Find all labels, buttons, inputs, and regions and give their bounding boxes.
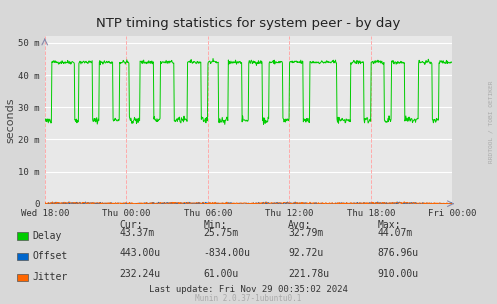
Text: Offset: Offset bbox=[32, 251, 68, 261]
Text: Jitter: Jitter bbox=[32, 272, 68, 282]
Text: Avg:: Avg: bbox=[288, 220, 312, 230]
Text: 25.75m: 25.75m bbox=[204, 228, 239, 238]
Bar bbox=[17, 274, 28, 281]
Text: Max:: Max: bbox=[378, 220, 401, 230]
Text: 232.24u: 232.24u bbox=[119, 269, 161, 279]
Text: 221.78u: 221.78u bbox=[288, 269, 330, 279]
Bar bbox=[17, 232, 28, 240]
Bar bbox=[17, 253, 28, 260]
Text: NTP timing statistics for system peer - by day: NTP timing statistics for system peer - … bbox=[96, 17, 401, 30]
Text: Last update: Fri Nov 29 00:35:02 2024: Last update: Fri Nov 29 00:35:02 2024 bbox=[149, 285, 348, 294]
Text: Munin 2.0.37-1ubuntu0.1: Munin 2.0.37-1ubuntu0.1 bbox=[195, 294, 302, 303]
Text: 876.96u: 876.96u bbox=[378, 248, 419, 258]
Text: 43.37m: 43.37m bbox=[119, 228, 155, 238]
Text: 92.72u: 92.72u bbox=[288, 248, 324, 258]
Text: Cur:: Cur: bbox=[119, 220, 143, 230]
Y-axis label: seconds: seconds bbox=[5, 97, 15, 143]
Text: 61.00u: 61.00u bbox=[204, 269, 239, 279]
Text: 32.79m: 32.79m bbox=[288, 228, 324, 238]
Text: RRDTOOL / TOBI OETIKER: RRDTOOL / TOBI OETIKER bbox=[488, 80, 493, 163]
Text: Min:: Min: bbox=[204, 220, 227, 230]
Text: 44.07m: 44.07m bbox=[378, 228, 413, 238]
Text: -834.00u: -834.00u bbox=[204, 248, 251, 258]
Text: 443.00u: 443.00u bbox=[119, 248, 161, 258]
Text: 910.00u: 910.00u bbox=[378, 269, 419, 279]
Text: Delay: Delay bbox=[32, 231, 62, 240]
